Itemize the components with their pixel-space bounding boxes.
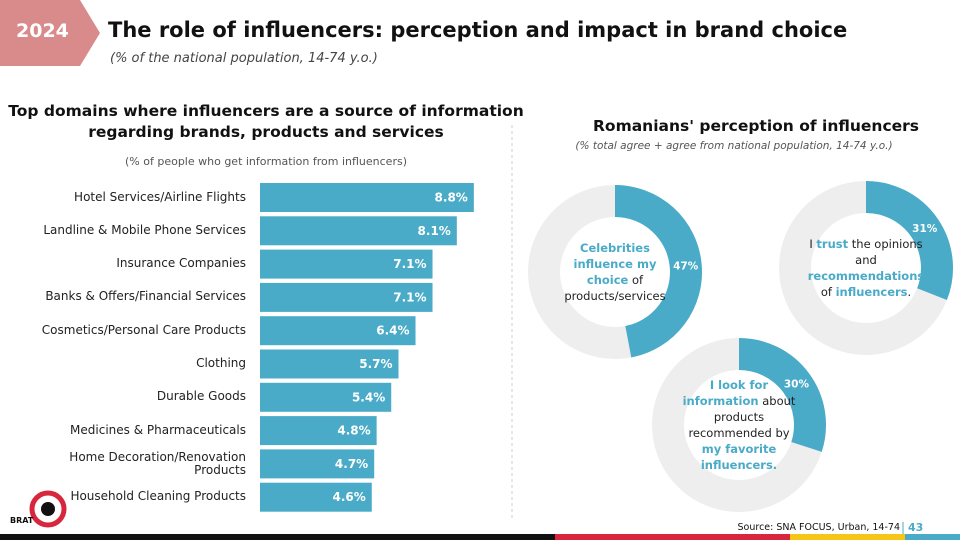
value-label: 47% <box>673 260 699 272</box>
bar <box>260 216 457 246</box>
donut-arc <box>865 181 953 301</box>
value-label: 5.4% <box>352 390 385 404</box>
strip <box>905 534 960 540</box>
donut-arc <box>614 185 702 358</box>
value-label: 31% <box>912 223 938 235</box>
bar <box>260 349 399 379</box>
donut-text-part: trust <box>816 237 849 251</box>
category-label: Landline & Mobile Phone Services <box>43 222 246 237</box>
donut-text-part: the opinions and <box>848 237 923 267</box>
value-label: 4.7% <box>335 457 368 471</box>
badge: 2024 <box>16 20 69 42</box>
badge-shape <box>0 0 100 66</box>
source: Source: SNA FOCUS, Urban, 14-74 <box>737 522 900 533</box>
bar <box>260 382 392 412</box>
strip <box>555 534 790 540</box>
value-label: 4.8% <box>337 424 370 438</box>
bar-title: Top domains where influencers are a sour… <box>8 102 524 141</box>
bar <box>260 316 416 346</box>
donut-text-part: Celebrities influence my choice <box>573 241 657 287</box>
donut-subtitle: (% total agree + agree from national pop… <box>575 140 893 152</box>
donut-text-part: influencers <box>835 285 908 299</box>
bar <box>260 183 474 212</box>
bar <box>260 449 375 479</box>
donut-text: I trust the opinions and recommendations… <box>807 236 925 300</box>
strip <box>0 534 555 540</box>
category-label: Household Cleaning Products <box>70 489 246 504</box>
donut-text-part: . <box>907 285 912 299</box>
donut-arc <box>738 338 826 452</box>
value-label: 8.1% <box>418 224 451 238</box>
category-label: Clothing <box>196 356 246 370</box>
donut-text-part: of <box>820 285 836 299</box>
bar-subtitle: (% of people who get information from in… <box>125 155 407 168</box>
value-label: 6.4% <box>376 324 409 338</box>
logo-ring <box>29 490 67 528</box>
donut-title: Romanians' perception of influencers <box>592 117 920 135</box>
category-label: Home Decoration/Renovation Products <box>69 449 246 477</box>
bar <box>260 416 377 446</box>
logo-text: BRAT <box>10 516 34 525</box>
donut-text-part: recommendations <box>807 269 925 283</box>
subtitle: (% of the national population, 14-74 y.o… <box>110 51 378 66</box>
donut-text: Celebrities influence my choice of produ… <box>556 240 674 304</box>
value-label: 7.1% <box>393 257 426 271</box>
bar <box>260 282 433 312</box>
category-label: Durable Goods <box>156 389 246 404</box>
bar <box>260 482 372 512</box>
page-number: 43 <box>908 521 924 534</box>
donut-text-part: about products recommended by <box>688 394 796 440</box>
value-label: 4.6% <box>332 490 365 504</box>
strip <box>790 534 905 540</box>
value-label: 7.1% <box>393 290 426 304</box>
category-label: Cosmetics/Personal Care Products <box>41 322 246 337</box>
category-label: Banks & Offers/Financial Services <box>45 289 246 304</box>
donut-text: I look for information about products re… <box>680 377 798 473</box>
value-label: 5.7% <box>359 357 392 371</box>
donut-text-part: I look for information <box>682 378 769 408</box>
donut-text-part: I <box>809 237 817 251</box>
bar <box>260 249 433 279</box>
category-label: Hotel Services/Airline Flights <box>74 189 246 204</box>
category-label: Medicines & Pharmaceuticals <box>70 422 246 437</box>
value-label: 30% <box>784 378 810 390</box>
value-label: 8.8% <box>435 191 468 205</box>
title: The role of influencers: perception and … <box>108 18 848 42</box>
donut-text-part: my favorite influencers. <box>700 442 778 472</box>
donut-text-part: of products/services <box>564 273 666 303</box>
logo-dot <box>41 502 55 516</box>
category-label: Insurance Companies <box>116 256 246 271</box>
